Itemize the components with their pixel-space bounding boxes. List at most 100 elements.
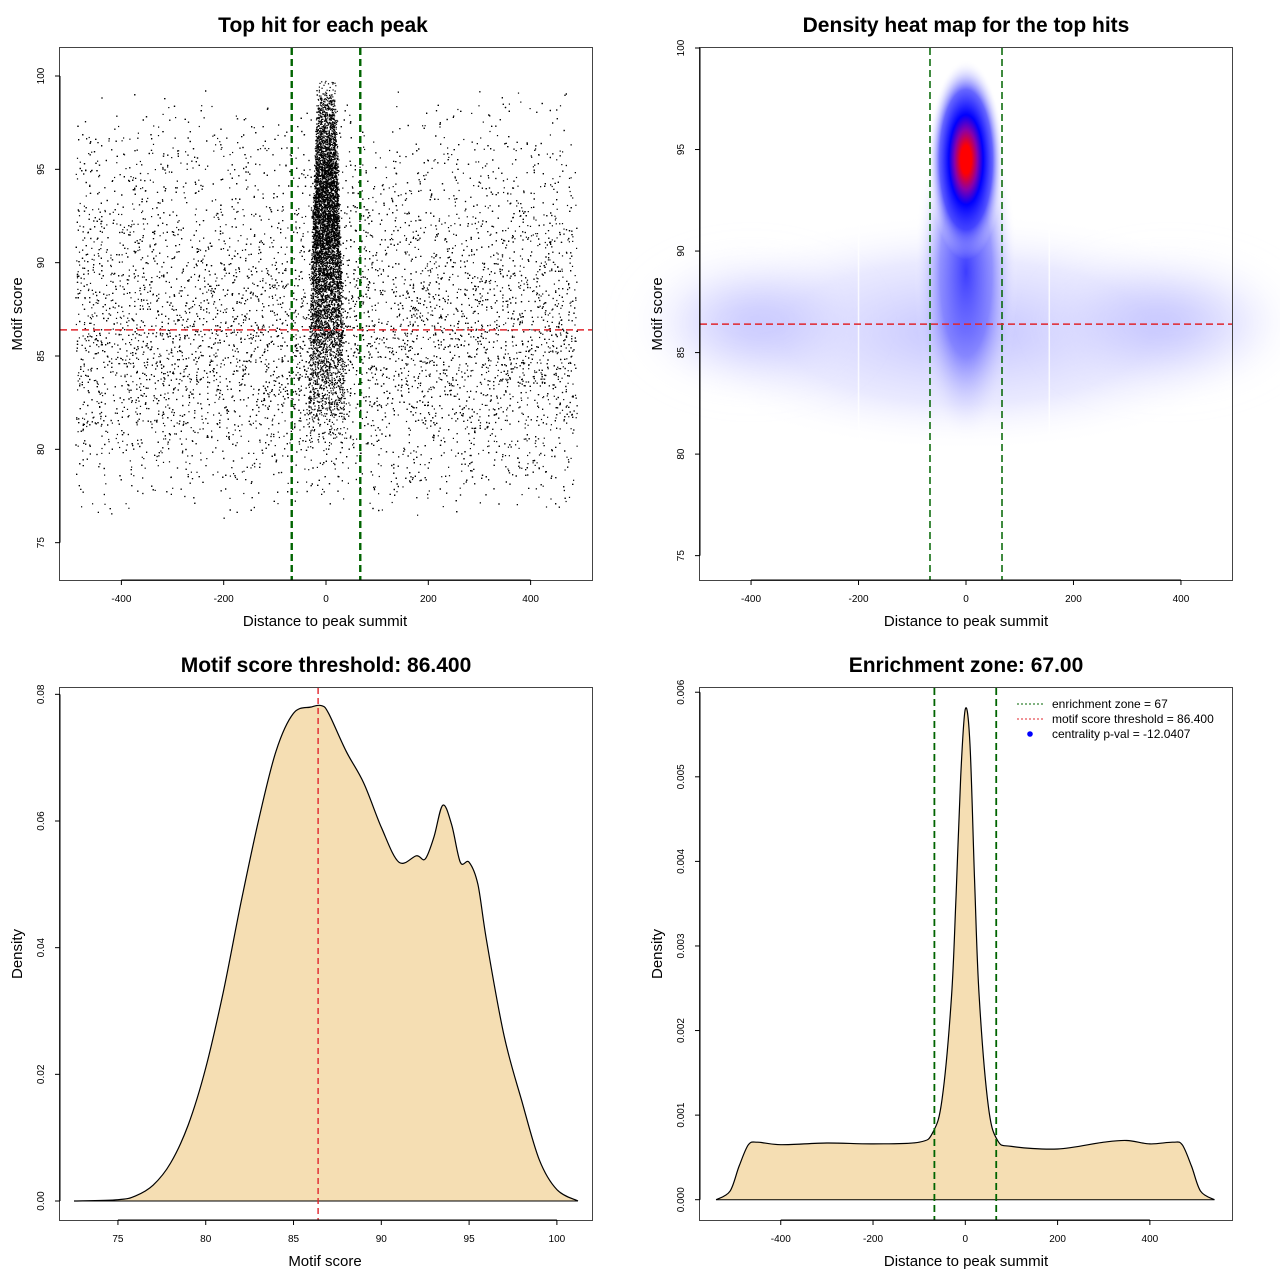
scatter-point <box>194 286 197 288</box>
scatter-point <box>500 428 502 431</box>
scatter-point <box>151 277 153 279</box>
scatter-point <box>93 254 95 256</box>
scatter-point <box>421 419 423 421</box>
scatter-point <box>226 435 228 437</box>
scatter-point <box>503 357 505 359</box>
scatter-point <box>102 395 104 397</box>
scatter-point <box>146 223 149 225</box>
scatter-point <box>411 340 414 342</box>
scatter-point <box>122 440 124 442</box>
scatter-point <box>420 366 422 368</box>
scatter-point <box>132 366 135 368</box>
scatter-point <box>157 465 159 467</box>
scatter-point <box>125 359 127 361</box>
scatter-point <box>492 408 494 410</box>
scatter-point <box>166 334 169 336</box>
scatter-point <box>154 397 156 399</box>
scatter-point <box>489 234 491 236</box>
scatter-point <box>466 426 468 428</box>
scatter-point <box>302 289 305 291</box>
scatter-point <box>542 293 544 295</box>
scatter-point <box>384 249 386 251</box>
scatter-point <box>419 384 421 387</box>
scatter-point <box>515 297 517 299</box>
scatter-point <box>235 115 237 117</box>
scatter-point <box>327 381 329 384</box>
scatter-point <box>457 182 459 184</box>
scatter-point <box>433 439 435 441</box>
scatter-point <box>555 217 557 219</box>
scatter-point <box>112 180 114 182</box>
scatter-point <box>530 207 533 209</box>
scatter-point <box>242 209 244 211</box>
scatter-point <box>127 317 129 319</box>
scatter-point <box>357 277 359 280</box>
scatter-point <box>555 351 557 353</box>
scatter-point <box>481 326 484 328</box>
scatter-point <box>247 277 249 279</box>
scatter-point <box>110 257 112 259</box>
scatter-point <box>355 407 357 409</box>
scatter-point <box>211 435 213 438</box>
scatter-point <box>488 409 490 411</box>
scatter-point <box>573 479 575 481</box>
scatter-point <box>341 217 343 219</box>
scatter-point <box>535 233 537 235</box>
scatter-point <box>500 397 502 399</box>
scatter-point <box>297 147 299 149</box>
scatter-point <box>174 346 176 348</box>
scatter-point <box>334 437 336 439</box>
scatter-point <box>196 377 198 379</box>
scatter-point <box>315 415 317 417</box>
scatter-point <box>371 309 373 311</box>
scatter-point <box>261 326 264 328</box>
scatter-point <box>562 300 564 302</box>
scatter-point <box>534 442 536 444</box>
scatter-point <box>118 363 120 365</box>
scatter-point <box>143 458 145 460</box>
scatter-point <box>532 166 534 168</box>
scatter-point <box>175 335 177 337</box>
scatter-point <box>221 330 223 332</box>
scatter-point <box>565 500 567 503</box>
scatter-point <box>424 267 427 269</box>
scatter-point <box>218 398 220 400</box>
scatter-point <box>562 366 564 368</box>
scatter-point <box>537 316 539 318</box>
scatter-point <box>349 114 351 116</box>
scatter-point <box>360 305 363 307</box>
scatter-point <box>330 443 332 445</box>
scatter-point <box>555 223 557 225</box>
scatter-point <box>570 457 572 459</box>
scatter-point <box>457 384 459 386</box>
scatter-point <box>263 326 265 328</box>
scatter-point <box>542 397 544 399</box>
scatter-point <box>274 264 276 266</box>
scatter-point <box>517 92 520 94</box>
scatter-point <box>353 334 355 336</box>
scatter-point <box>452 437 454 439</box>
scatter-point <box>425 357 427 359</box>
scatter-point <box>162 461 165 463</box>
scatter-point <box>189 381 191 383</box>
scatter-point <box>225 321 227 323</box>
scatter-point <box>289 154 291 156</box>
scatter-point <box>425 369 427 371</box>
scatter-point <box>114 343 116 345</box>
scatter-point <box>566 358 568 360</box>
scatter-point <box>101 226 103 228</box>
scatter-point <box>480 137 482 139</box>
scatter-point <box>100 425 102 427</box>
scatter-point <box>414 321 416 323</box>
scatter-point <box>485 337 487 340</box>
scatter-point <box>568 496 571 498</box>
scatter-point <box>450 225 452 227</box>
scatter-point <box>429 337 431 339</box>
scatter-point <box>533 192 535 195</box>
scatter-point <box>242 294 244 296</box>
scatter-point <box>481 276 483 278</box>
scatter-point <box>161 199 164 201</box>
scatter-point <box>406 251 408 253</box>
scatter-point <box>151 216 153 218</box>
scatter-point <box>213 414 215 416</box>
